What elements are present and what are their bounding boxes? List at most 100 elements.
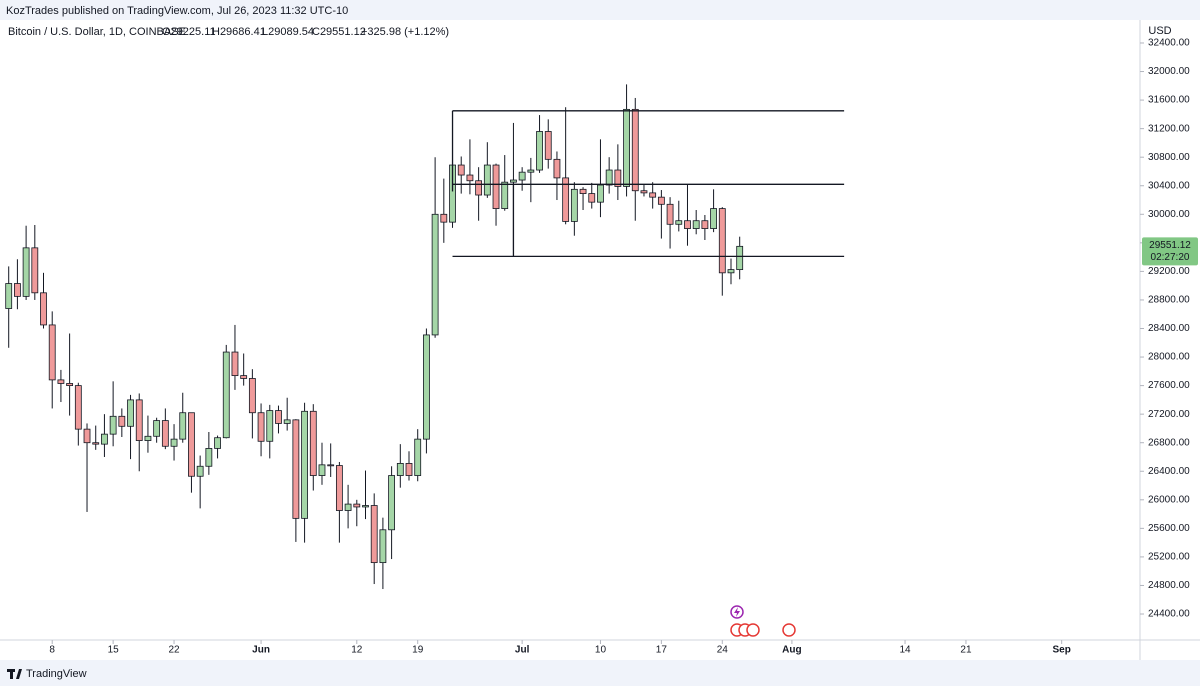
candle-body (518, 171, 526, 181)
candle-body (362, 505, 369, 508)
candle-body (388, 475, 396, 531)
candle-body (205, 448, 213, 467)
x-tick-label: 22 (168, 645, 180, 656)
candle-body (344, 503, 352, 511)
candle-body (222, 351, 230, 439)
candle-body (22, 247, 30, 297)
candle-body (501, 181, 509, 209)
x-tick-label: 19 (412, 645, 424, 656)
y-tick-label: 26000.00 (1148, 494, 1190, 505)
candle-body (423, 334, 430, 440)
candle-body (57, 379, 65, 384)
candle-body (727, 269, 735, 274)
x-tick-label: 24 (717, 645, 729, 656)
price-tag-countdown: 02:27:20 (1151, 252, 1190, 263)
candle-body (48, 324, 56, 381)
x-tick-label: 17 (656, 645, 668, 656)
y-tick-label: 29200.00 (1148, 266, 1190, 277)
candle-body (536, 131, 543, 171)
price-tag (1142, 237, 1198, 266)
candle-body (83, 428, 91, 444)
candle-body (701, 220, 709, 229)
brand-name: TradingView (26, 668, 87, 680)
currency-label: USD (1148, 25, 1171, 37)
candle-body (684, 220, 691, 229)
header-text: KozTrades published on TradingView.com, … (6, 5, 348, 17)
candle-body (309, 410, 317, 476)
candle-body (457, 164, 465, 176)
candle-body (631, 108, 639, 192)
candle-body (40, 292, 47, 326)
x-tick-label: 15 (108, 645, 120, 656)
y-tick-label: 30800.00 (1148, 152, 1190, 163)
candle-body (179, 412, 187, 440)
candle-body (605, 169, 613, 186)
candle-body (127, 399, 134, 427)
candle-body (240, 375, 248, 379)
candle-body (510, 179, 517, 183)
x-tick-label: 14 (899, 645, 911, 656)
candle-body (266, 410, 274, 442)
candle-body (370, 505, 378, 564)
candle-body (144, 435, 152, 441)
candle-body (170, 438, 178, 447)
x-tick-label: 10 (595, 645, 607, 656)
candle-body (657, 196, 665, 205)
x-tick-label: 21 (960, 645, 972, 656)
candle-body (649, 192, 657, 198)
candle-body (475, 180, 483, 196)
legend-close: C29551.12 (312, 26, 366, 38)
y-tick-label: 30400.00 (1148, 180, 1190, 191)
candle-body (74, 385, 82, 430)
y-tick-label: 27600.00 (1148, 380, 1190, 391)
legend-high: H29686.41 (212, 26, 266, 38)
candle-body (431, 213, 439, 336)
footer-bar (0, 660, 1200, 686)
candle-body (353, 503, 361, 508)
legend-change: +325.98 (+1.12%) (361, 26, 449, 38)
candle-body (92, 442, 100, 445)
candle-body (614, 169, 622, 187)
candle-body (31, 247, 39, 294)
candle-body (562, 177, 570, 222)
candle-body (5, 283, 13, 309)
candle-body (414, 438, 422, 476)
candle-body (692, 220, 700, 229)
candle-body (379, 529, 387, 564)
candle-body (231, 351, 239, 377)
candle-body (597, 184, 604, 203)
candle-body (118, 415, 126, 427)
y-tick-label: 25600.00 (1148, 523, 1190, 534)
candle-body (109, 415, 117, 435)
candle-body (248, 378, 256, 414)
x-tick-label: Jun (252, 645, 270, 656)
y-tick-label: 26800.00 (1148, 437, 1190, 448)
candle-body (66, 383, 74, 387)
candle-body (718, 208, 726, 274)
y-tick-label: 24400.00 (1148, 609, 1190, 620)
y-tick-label: 31200.00 (1148, 123, 1190, 134)
candle-body (588, 193, 596, 203)
x-tick-label: Aug (782, 645, 801, 656)
y-tick-label: 32000.00 (1148, 66, 1190, 77)
candle-body (640, 190, 648, 194)
legend-open: O29225.11 (162, 26, 216, 38)
candle-body (666, 203, 674, 225)
y-tick-label: 24800.00 (1148, 580, 1190, 591)
candle-body (101, 433, 108, 445)
candle-body (214, 437, 221, 449)
candle-body (188, 412, 195, 477)
x-tick-label: 8 (49, 645, 55, 656)
x-tick-label: Sep (1053, 645, 1071, 656)
candle-body (275, 410, 282, 424)
price-tag-value: 29551.12 (1149, 240, 1191, 251)
candle-body (675, 220, 683, 225)
y-tick-label: 32400.00 (1148, 38, 1190, 49)
event-icons (730, 605, 796, 637)
candle-body (14, 283, 21, 297)
y-tick-label: 26400.00 (1148, 466, 1190, 477)
y-tick-label: 28400.00 (1148, 323, 1190, 334)
candle-body (153, 420, 161, 437)
legend-low: L29089.54 (262, 26, 314, 38)
